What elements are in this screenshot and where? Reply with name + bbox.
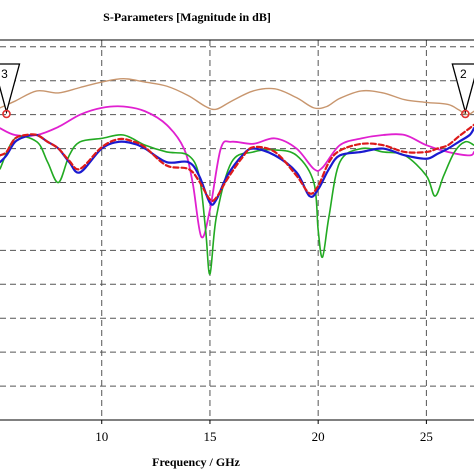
marker-point: [461, 109, 470, 119]
chart-title: S-Parameters [Magnitude in dB]: [103, 10, 271, 24]
series-line-2: [0, 105, 474, 239]
x-axis-label: Frequency / GHz: [152, 455, 240, 469]
marker-label: 2: [460, 67, 467, 81]
marker-label: 3: [1, 67, 8, 81]
series-group: [0, 77, 474, 275]
marker-triangle: [451, 63, 474, 115]
marker-3: 3: [0, 63, 21, 119]
series-line-1: [0, 77, 474, 116]
x-ticks: 10 15 20 25: [95, 420, 433, 444]
x-tick-label: 10: [95, 429, 108, 444]
series-line-3: [0, 133, 474, 275]
marker-triangle: [0, 63, 21, 115]
marker-point: [2, 109, 11, 119]
x-tick-label: 15: [203, 429, 216, 444]
series-line-5: [0, 123, 474, 202]
marker-2: 2: [451, 63, 474, 119]
x-tick-label: 20: [312, 429, 325, 444]
plot-background: [0, 40, 474, 420]
x-tick-label: 25: [420, 429, 433, 444]
